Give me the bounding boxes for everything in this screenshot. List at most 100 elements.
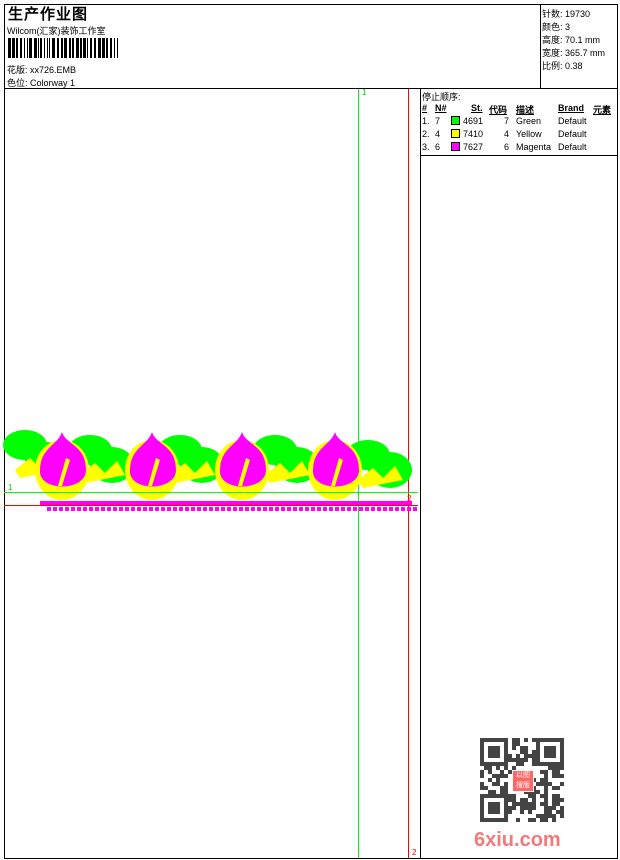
- border-scallop: [329, 507, 333, 511]
- border-scallop: [53, 507, 57, 511]
- leaf-vein: [358, 466, 403, 488]
- qr-code: [480, 738, 564, 822]
- border-scallop: [341, 507, 345, 511]
- border-scallop: [245, 507, 249, 511]
- marker-label: 2: [407, 494, 412, 503]
- design-label: 花版:: [7, 65, 28, 75]
- flower-detail: [148, 458, 160, 486]
- border-band: [40, 501, 412, 506]
- border-scallop: [65, 507, 69, 511]
- border-scallop: [155, 507, 159, 511]
- border-scallop: [347, 507, 351, 511]
- flower-detail: [58, 458, 70, 486]
- seal-logo: 以图搜版: [512, 770, 534, 792]
- stat-stitches: 针数: 19730: [542, 9, 591, 19]
- leaf-vein: [170, 461, 215, 483]
- border-scallop: [383, 507, 387, 511]
- flower: [39, 432, 86, 487]
- border-scallop: [89, 507, 93, 511]
- border-scallop: [389, 507, 393, 511]
- panel-divider: [420, 88, 421, 859]
- border-scallop: [407, 507, 411, 511]
- border-scallop: [317, 507, 321, 511]
- flower: [219, 432, 266, 487]
- border-scallop: [95, 507, 99, 511]
- page-title: 生产作业图: [8, 6, 89, 23]
- border-scallop: [365, 507, 369, 511]
- border-scallop: [167, 507, 171, 511]
- border-scallop: [83, 507, 87, 511]
- border-scallop: [395, 507, 399, 511]
- border-scallop: [293, 507, 297, 511]
- border-scallop: [269, 507, 273, 511]
- border-scallop: [335, 507, 339, 511]
- border-scallop: [257, 507, 261, 511]
- border-scallop: [221, 507, 225, 511]
- colorway-value: Colorway 1: [30, 78, 76, 88]
- border-scallop: [47, 507, 51, 511]
- border-scallop: [143, 507, 147, 511]
- border-scallop: [251, 507, 255, 511]
- color-swatch: [451, 116, 460, 125]
- marker-label: 1: [362, 88, 367, 97]
- border-scallop: [305, 507, 309, 511]
- border-scallop: [185, 507, 189, 511]
- border-scallop: [377, 507, 381, 511]
- border-scallop: [275, 507, 279, 511]
- border-scallop: [149, 507, 153, 511]
- border-scallop: [113, 507, 117, 511]
- border-scallop: [287, 507, 291, 511]
- marker-label: 2: [412, 848, 417, 857]
- watermark-text: 6xiu.com: [474, 829, 561, 851]
- flower-detail: [331, 458, 343, 486]
- studio-name: Wilcom(汇家)装饰工作室: [7, 26, 106, 36]
- design-value: xx726.EMB: [30, 65, 77, 75]
- colorway: 色位: Colorway 1: [7, 76, 75, 89]
- border-scallop: [161, 507, 165, 511]
- color-swatch: [451, 142, 460, 151]
- border-scallop: [215, 507, 219, 511]
- stat-colors: 颜色: 3: [542, 22, 571, 32]
- flower: [129, 432, 176, 487]
- border-scallop: [173, 507, 177, 511]
- border-scallop: [233, 507, 237, 511]
- border-scallop: [401, 507, 405, 511]
- border-scallop: [131, 507, 135, 511]
- border-scallop: [209, 507, 213, 511]
- leaf-vein: [80, 461, 125, 483]
- color-swatch: [451, 129, 460, 138]
- stop-sequence-title: 停止顺序:: [422, 92, 461, 102]
- border-scallop: [281, 507, 285, 511]
- border-scallop: [197, 507, 201, 511]
- border-scallop: [179, 507, 183, 511]
- header-divider: [4, 88, 618, 89]
- stat-height: 高度: 70.1 mm: [542, 35, 601, 45]
- embroidery-design: [3, 430, 418, 511]
- flower: [312, 432, 359, 487]
- border-scallop: [299, 507, 303, 511]
- border-scallop: [323, 507, 327, 511]
- colorway-label: 色位:: [7, 78, 28, 88]
- stats-divider: [540, 4, 541, 88]
- border-scallop: [353, 507, 357, 511]
- border-scallop: [137, 507, 141, 511]
- stop-list-bottom: [420, 155, 618, 156]
- border-scallop: [359, 507, 363, 511]
- border-scallop: [125, 507, 129, 511]
- border-scallop: [203, 507, 207, 511]
- page-frame: [4, 4, 618, 859]
- border-scallop: [371, 507, 375, 511]
- border-scallop: [263, 507, 267, 511]
- barcode: [8, 38, 118, 58]
- border-scallop: [101, 507, 105, 511]
- red-horizontal-guide: [4, 505, 418, 506]
- border-scallop: [413, 507, 417, 511]
- border-scallop: [311, 507, 315, 511]
- stat-width: 宽度: 365.7 mm: [542, 48, 606, 58]
- border-scallop: [71, 507, 75, 511]
- border-scallop: [59, 507, 63, 511]
- green-horizontal-guide: [4, 492, 418, 493]
- marker-label: 1: [8, 483, 13, 492]
- design-name: 花版: xx726.EMB: [7, 63, 76, 76]
- border-scallop: [191, 507, 195, 511]
